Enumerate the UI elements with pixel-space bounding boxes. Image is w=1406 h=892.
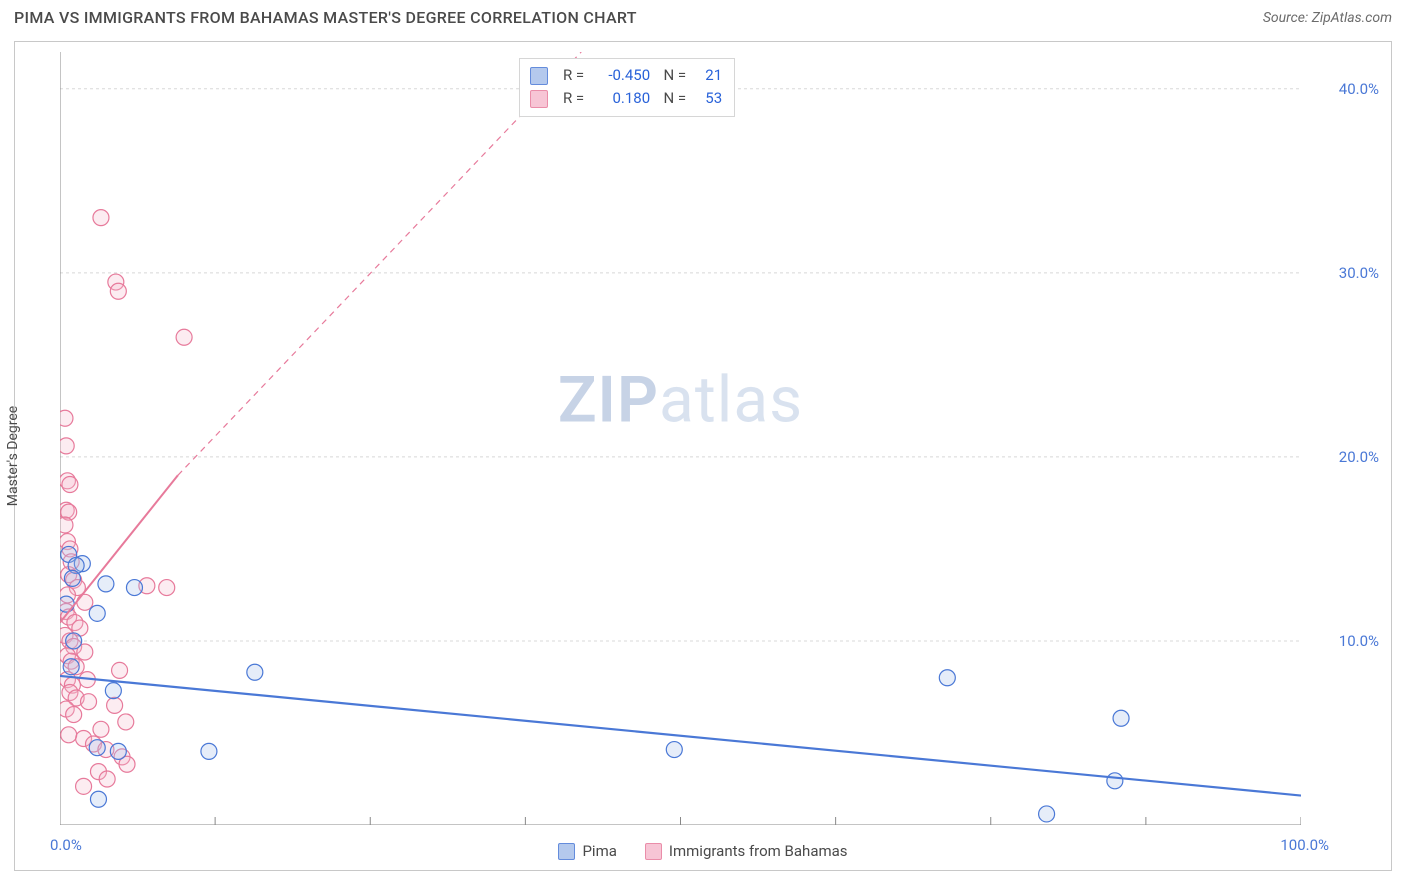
legend-swatch-icon — [558, 843, 575, 860]
stat-r-value: -0.450 — [592, 64, 650, 87]
stat-n-label: N = — [658, 87, 686, 110]
y-tick-label: 10.0% — [1339, 632, 1379, 650]
chart-header: PIMA VS IMMIGRANTS FROM BAHAMAS MASTER'S… — [0, 0, 1406, 33]
chart-container: Master's Degree 10.0%20.0%30.0%40.0% ZIP… — [14, 41, 1392, 871]
chart-title: PIMA VS IMMIGRANTS FROM BAHAMAS MASTER'S… — [14, 8, 637, 27]
stat-r-label: R = — [556, 64, 584, 87]
chart-svg — [60, 52, 1301, 825]
legend-item-pima: Pima — [558, 842, 616, 860]
stat-r-value: 0.180 — [592, 87, 650, 110]
stat-n-label: N = — [658, 64, 686, 87]
plot-area: 10.0%20.0%30.0%40.0% ZIPatlas R =-0.450N… — [60, 52, 1301, 825]
stat-r-label: R = — [556, 87, 584, 110]
legend-item-bahamas: Immigrants from Bahamas — [645, 842, 848, 860]
legend-label: Immigrants from Bahamas — [669, 842, 848, 860]
stat-n-value: 21 — [694, 64, 722, 87]
stats-legend-box: R = -0.450 N = 21 R = 0.180 N = 53 — [519, 58, 735, 117]
stat-row-bahamas: R = 0.180 N = 53 — [530, 87, 722, 110]
y-axis-label: Master's Degree — [5, 406, 21, 506]
y-tick-label: 30.0% — [1339, 264, 1379, 282]
stat-row-pima: R = -0.450 N = 21 — [530, 64, 722, 87]
legend-swatch-icon — [645, 843, 662, 860]
legend-label: Pima — [582, 842, 616, 860]
stat-swatch-icon — [530, 90, 548, 108]
stat-n-value: 53 — [694, 87, 722, 110]
y-tick-label: 20.0% — [1339, 448, 1379, 466]
bottom-legend: Pima Immigrants from Bahamas — [15, 842, 1391, 860]
stat-swatch-icon — [530, 67, 548, 85]
y-tick-label: 40.0% — [1339, 80, 1379, 98]
source-label: Source: ZipAtlas.com — [1263, 10, 1392, 26]
